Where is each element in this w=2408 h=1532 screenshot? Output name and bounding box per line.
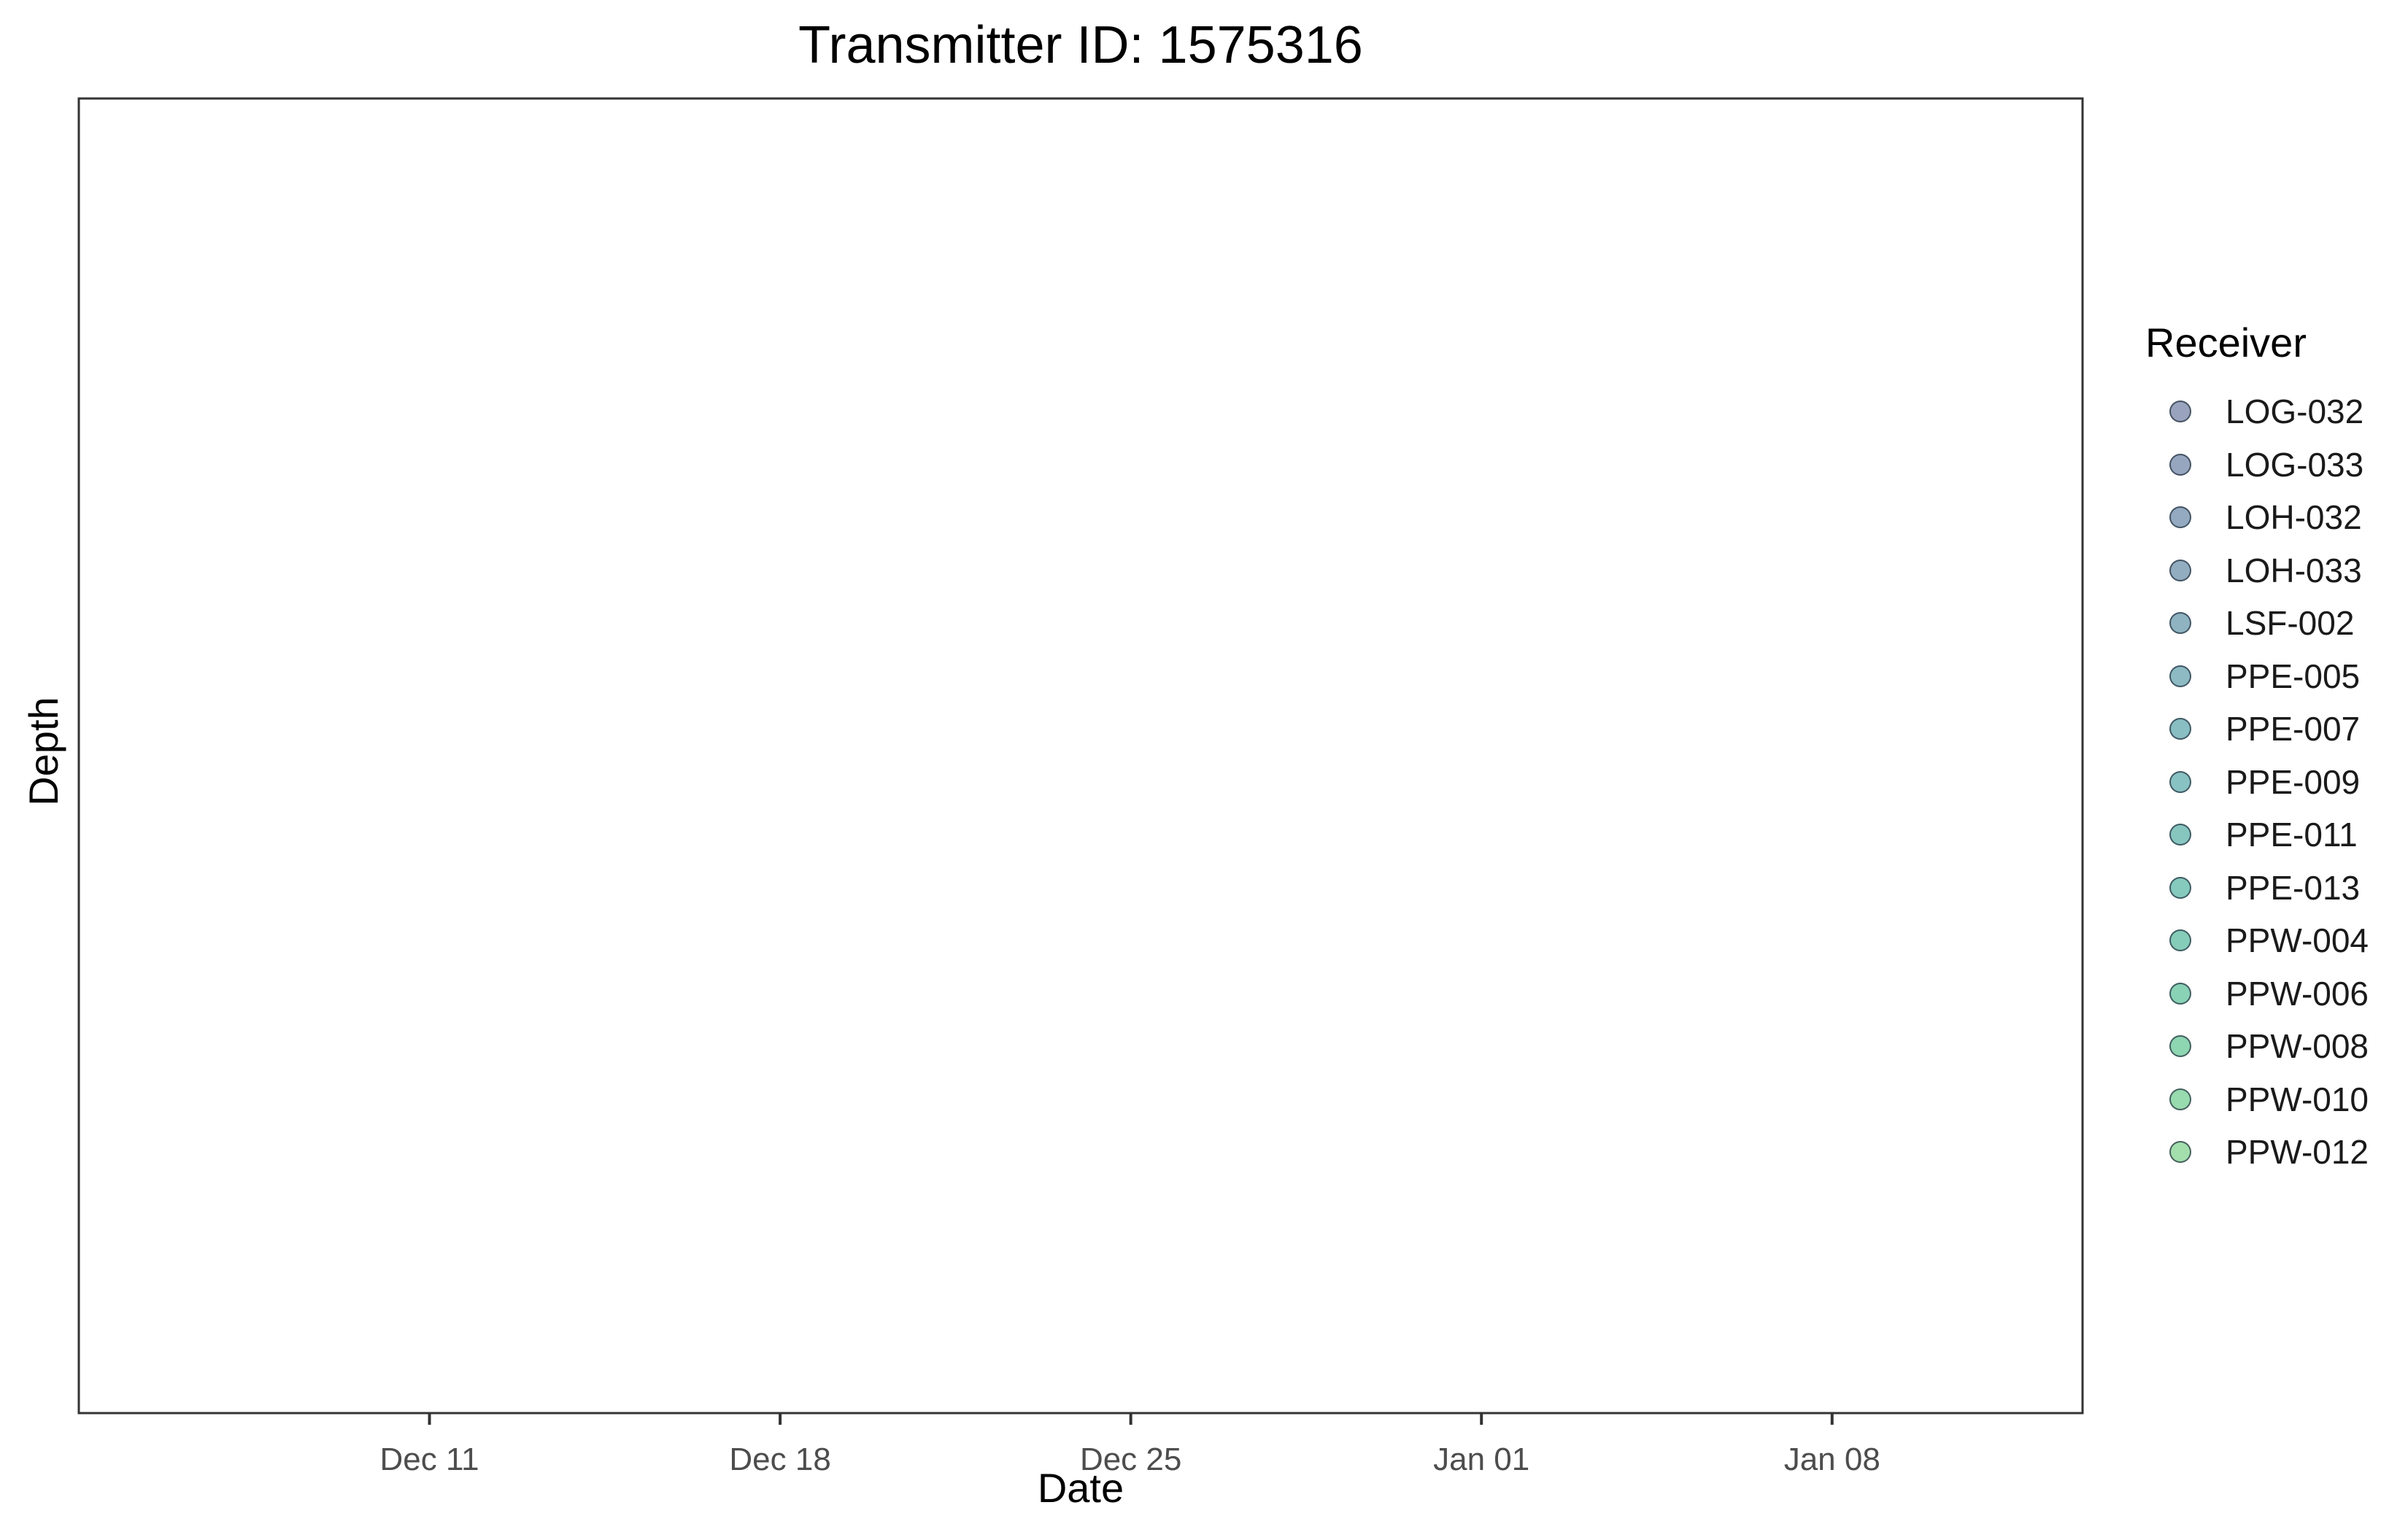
legend-key bbox=[2145, 756, 2215, 808]
legend-point-icon bbox=[2169, 506, 2191, 529]
legend-label: PPW-006 bbox=[2226, 974, 2369, 1013]
legend-label: PPW-004 bbox=[2226, 921, 2369, 960]
legend-key bbox=[2145, 914, 2215, 967]
legend-key bbox=[2145, 1020, 2215, 1072]
legend-key bbox=[2145, 650, 2215, 703]
legend-point-icon bbox=[2169, 612, 2191, 635]
legend-point-icon bbox=[2169, 1088, 2191, 1110]
legend-point-icon bbox=[2169, 929, 2191, 952]
legend-label: PPE-007 bbox=[2226, 710, 2361, 748]
legend-item: PPE-009 bbox=[2145, 756, 2393, 809]
legend-label: PPW-010 bbox=[2226, 1080, 2369, 1118]
legend-point-icon bbox=[2169, 770, 2191, 793]
legend-item: PPW-008 bbox=[2145, 1020, 2393, 1073]
legend-item: LOG-033 bbox=[2145, 438, 2393, 492]
legend-item: PPW-004 bbox=[2145, 914, 2393, 967]
legend-item: LSF-002 bbox=[2145, 597, 2393, 650]
legend-point-icon bbox=[2169, 1141, 2191, 1164]
legend-key bbox=[2145, 808, 2215, 861]
legend-point-icon bbox=[2169, 453, 2191, 476]
legend-label: PPW-012 bbox=[2226, 1133, 2369, 1172]
legend-items: LOG-032 LOG-033 LOH-032 LOH-033 LSF-002 PPE-0… bbox=[2145, 385, 2393, 1179]
legend-item: PPW-006 bbox=[2145, 967, 2393, 1021]
legend-label: PPW-008 bbox=[2226, 1027, 2369, 1066]
legend-key bbox=[2145, 967, 2215, 1020]
chart-title: Transmitter ID: 1575316 bbox=[798, 16, 1363, 74]
plot-panel-border bbox=[77, 97, 2084, 1415]
y-axis-label: Depth bbox=[20, 697, 66, 806]
legend-item: PPE-005 bbox=[2145, 650, 2393, 703]
legend-key bbox=[2145, 703, 2215, 755]
legend-key bbox=[2145, 862, 2215, 914]
legend-key bbox=[2145, 1073, 2215, 1126]
legend-label: PPE-005 bbox=[2226, 657, 2361, 695]
legend-point-icon bbox=[2169, 982, 2191, 1005]
x-axis-ticks bbox=[428, 1413, 1834, 1425]
legend-label: PPE-009 bbox=[2226, 762, 2361, 801]
legend-point-icon bbox=[2169, 401, 2191, 423]
legend-key bbox=[2145, 544, 2215, 597]
x-axis-label: Date bbox=[1037, 1465, 1124, 1511]
legend-item: PPW-010 bbox=[2145, 1073, 2393, 1126]
legend-item: LOH-033 bbox=[2145, 544, 2393, 597]
legend-key bbox=[2145, 597, 2215, 649]
legend-title: Receiver bbox=[2145, 320, 2307, 365]
legend-point-icon bbox=[2169, 824, 2191, 846]
legend-key bbox=[2145, 385, 2215, 438]
legend-label: LSF-002 bbox=[2226, 604, 2355, 643]
x-tick-label: Dec 11 bbox=[379, 1442, 479, 1477]
legend-item: LOG-032 bbox=[2145, 385, 2393, 438]
x-tick-label: Dec 25 bbox=[1080, 1442, 1181, 1477]
x-tick-label: Dec 18 bbox=[729, 1442, 830, 1477]
legend-label: LOH-033 bbox=[2226, 551, 2362, 589]
legend-label: LOG-033 bbox=[2226, 445, 2364, 484]
legend: Receiver LOG-032 LOG-033 LOH-032 LOH-033 LSF… bbox=[2145, 314, 2393, 1179]
legend-key bbox=[2145, 1126, 2215, 1178]
legend-item: PPE-007 bbox=[2145, 703, 2393, 756]
legend-label: LOG-032 bbox=[2226, 392, 2364, 431]
x-axis-tick-labels: Dec 11 Dec 18 Dec 25 Jan 01 Jan 08 bbox=[379, 1442, 1880, 1477]
legend-item: PPW-012 bbox=[2145, 1126, 2393, 1179]
x-tick-label: Jan 01 bbox=[1433, 1442, 1529, 1477]
x-tick-label: Jan 08 bbox=[1784, 1442, 1880, 1477]
legend-point-icon bbox=[2169, 718, 2191, 740]
legend-item: PPE-011 bbox=[2145, 808, 2393, 862]
legend-point-icon bbox=[2169, 1035, 2191, 1058]
legend-point-icon bbox=[2169, 559, 2191, 581]
legend-point-icon bbox=[2169, 876, 2191, 899]
legend-item: PPE-013 bbox=[2145, 862, 2393, 915]
legend-point-icon bbox=[2169, 665, 2191, 687]
legend-label: PPE-011 bbox=[2226, 816, 2358, 854]
legend-item: LOH-032 bbox=[2145, 491, 2393, 544]
legend-key bbox=[2145, 491, 2215, 543]
legend-label: LOH-032 bbox=[2226, 498, 2362, 537]
legend-key bbox=[2145, 438, 2215, 491]
legend-label: PPE-013 bbox=[2226, 868, 2361, 907]
